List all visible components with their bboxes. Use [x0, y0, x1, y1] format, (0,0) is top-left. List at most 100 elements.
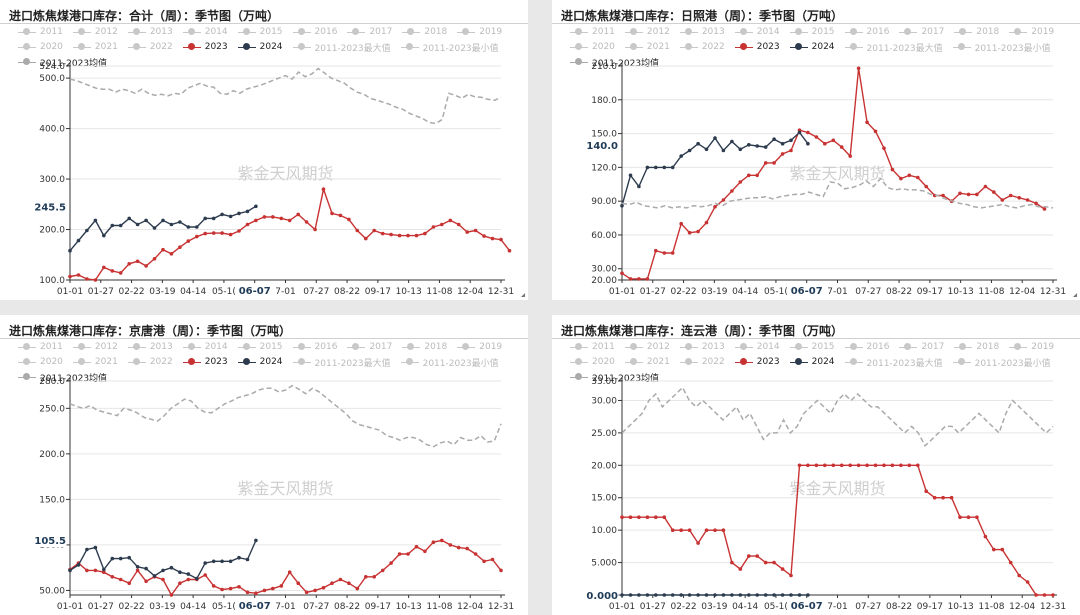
legend-item[interactable]: 2019	[457, 26, 502, 38]
legend-item[interactable]: 2021	[72, 41, 118, 53]
legend-item[interactable]: 2022	[679, 356, 725, 368]
data-point-2023	[499, 568, 503, 573]
legend-item[interactable]: 2021	[624, 356, 670, 368]
legend-item[interactable]: 2014	[734, 26, 780, 38]
legend-item[interactable]: 2011-2023均值	[18, 371, 107, 384]
legend-item[interactable]: 2016	[844, 26, 889, 38]
legend-item[interactable]: 2020	[18, 356, 63, 368]
legend-item[interactable]: 2014	[182, 341, 228, 353]
legend-item[interactable]: 2014	[182, 26, 228, 38]
data-point-2024	[118, 223, 123, 228]
legend-item[interactable]: 2016	[292, 341, 337, 353]
legend-item[interactable]: 2017	[899, 26, 944, 38]
legend-label: 2024	[811, 42, 835, 52]
legend-item[interactable]: 2011-2023最小值	[952, 356, 1051, 369]
legend-marker-icon	[127, 357, 146, 367]
legend-marker-icon	[899, 342, 918, 352]
legend-marker-icon	[954, 27, 973, 37]
legend-item[interactable]: 2022	[679, 41, 725, 53]
legend-item[interactable]: 2016	[844, 341, 889, 353]
legend-item[interactable]: 2011	[18, 341, 63, 353]
legend-item[interactable]: 2023	[182, 41, 228, 53]
legend-item[interactable]: 2011	[570, 26, 615, 38]
legend-item[interactable]: 2011-2023最大值	[844, 356, 943, 369]
legend-item[interactable]: 2017	[899, 341, 944, 353]
legend-item[interactable]: 2020	[18, 41, 63, 53]
x-tick-label: 12-04	[457, 287, 483, 297]
legend-item[interactable]: 2023	[182, 356, 228, 368]
data-point-2024	[628, 593, 633, 597]
legend-item[interactable]: 2023	[734, 356, 780, 368]
y-tick-label: 150.0	[591, 130, 617, 140]
legend-item[interactable]: 2011-2023均值	[18, 56, 107, 69]
legend-item[interactable]: 2013	[679, 26, 725, 38]
data-point-2023	[431, 540, 436, 544]
legend-item[interactable]: 2011-2023均值	[570, 56, 659, 69]
data-point-2023	[958, 515, 962, 519]
resize-handle-icon[interactable]	[521, 293, 525, 297]
legend-item[interactable]: 2011-2023最大值	[844, 41, 943, 54]
y-tick-label: 15.00	[591, 494, 617, 504]
legend-item[interactable]: 2024	[789, 41, 835, 53]
legend-label: 2011-2023最大值	[866, 358, 943, 369]
legend-item[interactable]: 2016	[292, 26, 337, 38]
data-point-2023	[456, 222, 461, 227]
legend-label: 2022	[701, 42, 725, 52]
legend-item[interactable]: 2023	[734, 41, 780, 53]
legend-label: 2021	[646, 42, 670, 52]
legend-marker-icon	[734, 27, 753, 37]
legend-item[interactable]: 2011-2023最小值	[400, 356, 499, 369]
legend-item[interactable]: 2022	[127, 356, 173, 368]
x-tick-label: 01-27	[640, 602, 666, 612]
legend-item[interactable]: 2019	[1009, 341, 1054, 353]
legend-item[interactable]: 2024	[237, 356, 283, 368]
legend-item[interactable]: 2013	[127, 26, 173, 38]
legend-item[interactable]: 2012	[624, 341, 670, 353]
legend-item[interactable]: 2011	[570, 341, 615, 353]
legend-marker-icon	[734, 357, 753, 367]
x-tick-label: 07-27	[855, 287, 881, 297]
legend-item[interactable]: 2011-2023均值	[570, 371, 659, 384]
legend-item[interactable]: 2013	[127, 341, 173, 353]
legend-item[interactable]: 2012	[624, 26, 670, 38]
x-tick-label: 01-01	[57, 602, 83, 612]
legend-item[interactable]: 2018	[402, 26, 447, 38]
legend-item[interactable]: 2011-2023最大值	[292, 41, 391, 54]
data-point-2024	[68, 568, 72, 573]
watermark: 紫金天风期货	[237, 164, 333, 183]
data-point-2024	[704, 147, 709, 152]
legend-item[interactable]: 2020	[570, 41, 615, 53]
legend-item[interactable]: 2021	[624, 41, 670, 53]
resize-handle-icon[interactable]	[1073, 293, 1077, 297]
legend-item[interactable]: 2018	[402, 341, 447, 353]
legend-item[interactable]: 2024	[237, 41, 283, 53]
legend-item[interactable]: 2014	[734, 341, 780, 353]
legend-item[interactable]: 2024	[789, 356, 835, 368]
legend-item[interactable]: 2019	[1009, 26, 1054, 38]
legend-item[interactable]: 2012	[72, 26, 118, 38]
legend-item[interactable]: 2015	[237, 341, 283, 353]
legend-item[interactable]: 2017	[347, 26, 392, 38]
legend-item[interactable]: 2021	[72, 356, 118, 368]
legend-item[interactable]: 2011-2023最小值	[952, 41, 1051, 54]
legend-item[interactable]: 2011-2023最大值	[292, 356, 391, 369]
data-point-2023	[916, 175, 920, 180]
legend-item[interactable]: 2011	[18, 26, 63, 38]
legend-item[interactable]: 2015	[789, 26, 835, 38]
legend-item[interactable]: 2015	[237, 26, 283, 38]
legend-item[interactable]: 2017	[347, 341, 392, 353]
legend-item[interactable]: 2022	[127, 41, 173, 53]
legend-item[interactable]: 2020	[570, 356, 615, 368]
legend-item[interactable]: 2013	[679, 341, 725, 353]
data-point-2023	[1000, 198, 1005, 202]
legend-item[interactable]: 2018	[954, 26, 999, 38]
legend-marker-icon	[402, 342, 421, 352]
legend-item[interactable]: 2018	[954, 341, 999, 353]
legend-item[interactable]: 2015	[789, 341, 835, 353]
data-point-2024	[797, 593, 802, 597]
data-point-2023	[1017, 573, 1021, 578]
legend-item[interactable]: 2019	[457, 341, 502, 353]
legend-item[interactable]: 2011-2023最小值	[400, 41, 499, 54]
legend-item[interactable]: 2012	[72, 341, 118, 353]
legend-label: 2011-2023最小值	[974, 43, 1051, 54]
